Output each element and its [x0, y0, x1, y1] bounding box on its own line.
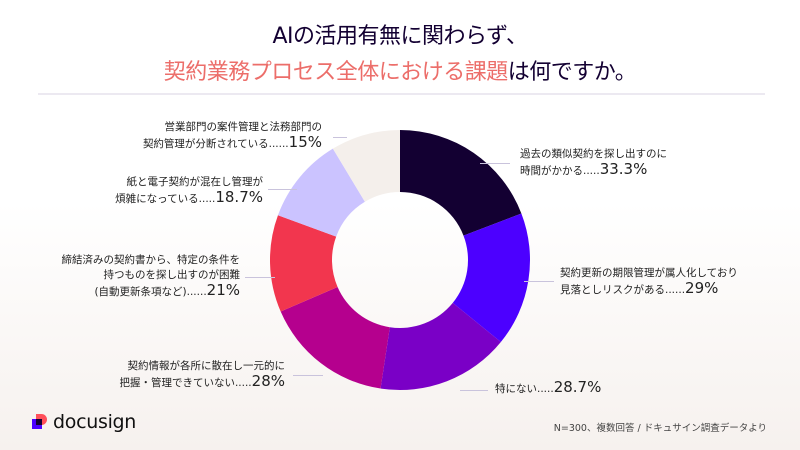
donut-slice-0: [400, 130, 522, 236]
value-label: 28%: [251, 372, 285, 390]
donut-slice-3: [280, 286, 390, 389]
value-label: 29%: [685, 279, 719, 297]
label-slice-5: 紙と電子契約が混在し管理が 煩雑になっている.....18.7%: [115, 176, 263, 206]
leader-line: [524, 281, 554, 282]
docusign-logo: docusign: [32, 411, 136, 433]
value-label: 15%: [288, 133, 322, 151]
title-line-2: 契約業務プロセス全体における課題は何ですか。: [0, 54, 800, 86]
title-highlight: 契約業務プロセス全体における課題: [163, 60, 509, 85]
leader-line: [268, 189, 297, 190]
leader-line: [293, 375, 323, 376]
leader-line: [480, 163, 510, 164]
donut-slice-6: [332, 130, 400, 202]
value-label: 21%: [206, 281, 240, 299]
label-slice-4: 締結済みの契約書から、特定の条件を 持つものを探し出すのが困難 (自動更新条項な…: [61, 254, 241, 299]
value-label: 18.7%: [215, 188, 263, 206]
donut-slice-1: [452, 213, 531, 343]
donut-slice-2: [380, 302, 501, 390]
logo-text: docusign: [53, 411, 137, 433]
title-line-1: AIの活用有無に関わらず、: [272, 24, 528, 49]
leader-line: [245, 277, 275, 278]
label-slice-6: 営業部門の案件管理と法務部門の 契約管理が分断されている......15%: [142, 121, 322, 151]
docusign-logo-mark-icon: [32, 414, 48, 430]
value-label: 28.7%: [553, 378, 602, 396]
label-slice-0: 過去の類似契約を探し出すのに 時間がかかる.....33.3%: [520, 148, 667, 178]
label-slice-3: 契約情報が各所に散在し一元的に 把握・管理できていない.....28%: [119, 360, 285, 390]
leader-line: [333, 137, 347, 138]
donut-slice-4: [270, 215, 338, 312]
donut-slice-5: [277, 148, 365, 237]
footnote: N=300、複数回答 / ドキュサイン調査データより: [553, 423, 767, 434]
label-slice-2: 特にない.....28.7%: [495, 378, 602, 396]
title-rest: は何ですか。: [507, 60, 637, 85]
value-label: 33.3%: [599, 160, 648, 178]
leader-line: [460, 390, 488, 391]
label-slice-1: 契約更新の期限管理が属人化しており 見落としリスクがある......29%: [560, 267, 738, 297]
title-divider: [38, 93, 765, 95]
